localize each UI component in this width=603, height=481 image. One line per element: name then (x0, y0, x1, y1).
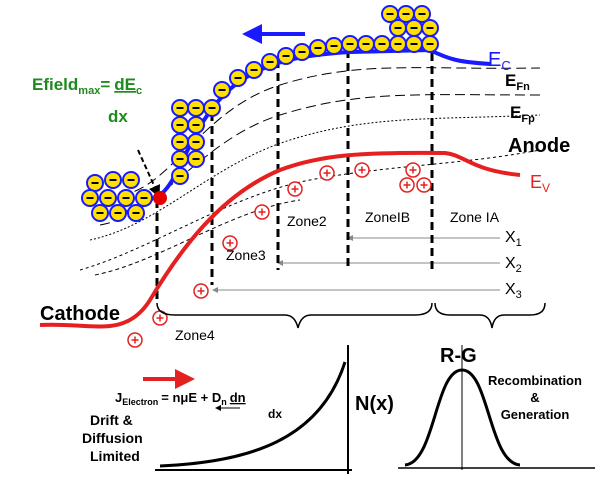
anode-label: Anode (508, 135, 570, 157)
nx-label: N(x) (355, 393, 394, 415)
zone-label: Zone3 (226, 247, 266, 263)
position-label: X2 (505, 255, 522, 275)
zone-label: Zone4 (175, 327, 215, 343)
efield-label: Efieldmax=dEc (32, 75, 142, 97)
carriers (82, 6, 438, 347)
position-label: X1 (505, 229, 522, 249)
rg-label: Recombination&Generation (488, 373, 582, 422)
zone-label: ZoneIB (365, 209, 410, 225)
max-field-point (153, 191, 167, 205)
efn-label: EFn (505, 71, 530, 93)
zone-label: Zone2 (287, 213, 327, 229)
efield-pointer (138, 150, 157, 192)
nx-plot (155, 345, 352, 474)
rg-title: R-G (440, 345, 477, 367)
ec-label: EC (488, 49, 511, 73)
current-denominator: dx (268, 407, 282, 421)
efield-denominator: dx (108, 107, 128, 126)
ev-label: EV (530, 172, 550, 195)
diagram: EC EFn EFp Anode EV Cathode Efieldmax=dE… (0, 0, 603, 481)
position-label: X3 (505, 281, 522, 301)
efp-label: EFp (510, 103, 535, 125)
position-lines (215, 238, 500, 290)
cathode-label: Cathode (40, 303, 120, 325)
aux-lines (80, 68, 540, 275)
zone-boundaries (157, 40, 432, 300)
braces (157, 303, 545, 328)
zone-label: Zone IA (450, 209, 500, 225)
